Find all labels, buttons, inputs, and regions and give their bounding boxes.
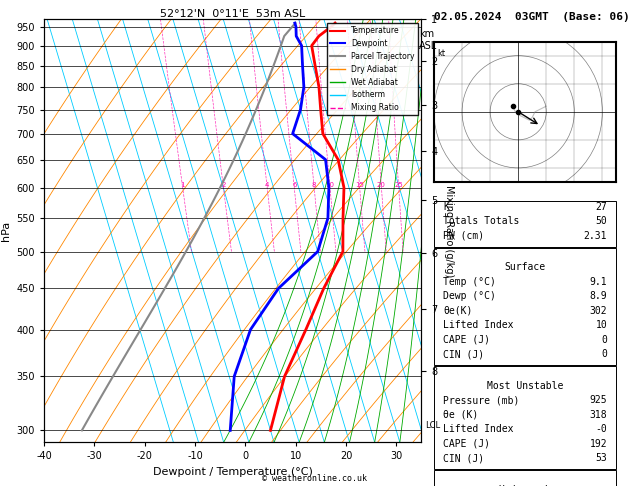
Text: 2.31: 2.31 <box>584 231 608 241</box>
Text: 0: 0 <box>601 335 608 345</box>
Text: Hodograph: Hodograph <box>499 485 552 486</box>
Text: 318: 318 <box>589 410 608 420</box>
Y-axis label: Mixing Ratio (g/kg): Mixing Ratio (g/kg) <box>444 185 454 277</box>
Text: 0: 0 <box>601 349 608 359</box>
Text: CIN (J): CIN (J) <box>443 453 484 463</box>
Text: 8: 8 <box>312 182 316 188</box>
Text: 10: 10 <box>596 320 608 330</box>
Text: θe(K): θe(K) <box>443 306 472 316</box>
Text: 1: 1 <box>181 182 185 188</box>
Text: LCL: LCL <box>425 421 440 430</box>
Text: Surface: Surface <box>504 262 546 272</box>
Text: 8.9: 8.9 <box>589 291 608 301</box>
Y-axis label: hPa: hPa <box>1 221 11 241</box>
Text: Most Unstable: Most Unstable <box>487 381 564 391</box>
Text: km
ASL: km ASL <box>419 29 437 51</box>
Text: Lifted Index: Lifted Index <box>443 424 514 434</box>
Text: 10: 10 <box>325 182 335 188</box>
Text: CAPE (J): CAPE (J) <box>443 439 490 449</box>
Text: CAPE (J): CAPE (J) <box>443 335 490 345</box>
Text: Pressure (mb): Pressure (mb) <box>443 395 520 405</box>
Text: 50: 50 <box>596 216 608 226</box>
Text: 27: 27 <box>596 202 608 212</box>
Text: 53: 53 <box>596 453 608 463</box>
Text: 02.05.2024  03GMT  (Base: 06): 02.05.2024 03GMT (Base: 06) <box>434 12 629 22</box>
Text: 302: 302 <box>589 306 608 316</box>
Text: Lifted Index: Lifted Index <box>443 320 514 330</box>
Text: PW (cm): PW (cm) <box>443 231 484 241</box>
Text: © weatheronline.co.uk: © weatheronline.co.uk <box>262 474 367 483</box>
Text: Totals Totals: Totals Totals <box>443 216 520 226</box>
X-axis label: Dewpoint / Temperature (°C): Dewpoint / Temperature (°C) <box>153 467 313 477</box>
Text: 4: 4 <box>265 182 269 188</box>
Text: 2: 2 <box>221 182 226 188</box>
Text: -0: -0 <box>596 424 608 434</box>
Text: kt: kt <box>438 49 446 58</box>
Text: Temp (°C): Temp (°C) <box>443 277 496 287</box>
Text: θe (K): θe (K) <box>443 410 479 420</box>
Text: 925: 925 <box>589 395 608 405</box>
Text: 25: 25 <box>394 182 403 188</box>
Text: Dewp (°C): Dewp (°C) <box>443 291 496 301</box>
Title: 52°12'N  0°11'E  53m ASL: 52°12'N 0°11'E 53m ASL <box>160 9 305 18</box>
Text: 192: 192 <box>589 439 608 449</box>
Legend: Temperature, Dewpoint, Parcel Trajectory, Dry Adiabat, Wet Adiabat, Isotherm, Mi: Temperature, Dewpoint, Parcel Trajectory… <box>326 23 418 115</box>
Text: 6: 6 <box>292 182 296 188</box>
Text: CIN (J): CIN (J) <box>443 349 484 359</box>
Text: 20: 20 <box>377 182 386 188</box>
Text: 9.1: 9.1 <box>589 277 608 287</box>
Text: 15: 15 <box>355 182 364 188</box>
Text: K: K <box>443 202 449 212</box>
